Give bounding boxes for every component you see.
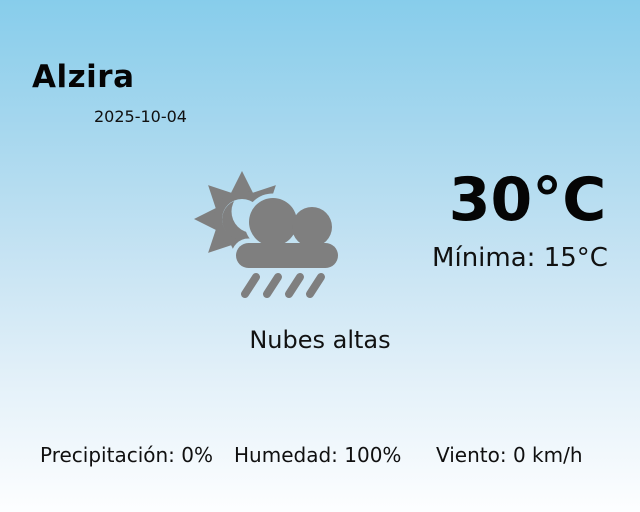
- wind-label: Viento:: [436, 443, 507, 467]
- wind-value: 0 km/h: [512, 443, 583, 467]
- precipitation-stat: Precipitación: 0%: [40, 445, 213, 465]
- condition-text: Nubes altas: [249, 326, 391, 354]
- humidity-stat: Humedad: 100%: [234, 445, 401, 465]
- humidity-value: 100%: [344, 443, 402, 467]
- humidity-label: Humedad:: [234, 443, 338, 467]
- min-temperature-label: Mínima:: [432, 243, 536, 273]
- forecast-date: 2025-10-04: [94, 107, 187, 126]
- current-temperature: 30°C: [448, 165, 607, 235]
- precipitation-value: 0%: [181, 443, 213, 467]
- wind-stat: Viento: 0 km/h: [436, 445, 583, 465]
- cloud-icon: [236, 198, 338, 268]
- precipitation-label: Precipitación:: [40, 443, 175, 467]
- min-temperature: Mínima: 15°C: [420, 245, 620, 271]
- min-temperature-value: 15°C: [543, 243, 608, 273]
- sun-icon: [194, 171, 290, 267]
- location-name: Alzira: [32, 59, 135, 95]
- rain-streaks-icon: [241, 273, 325, 298]
